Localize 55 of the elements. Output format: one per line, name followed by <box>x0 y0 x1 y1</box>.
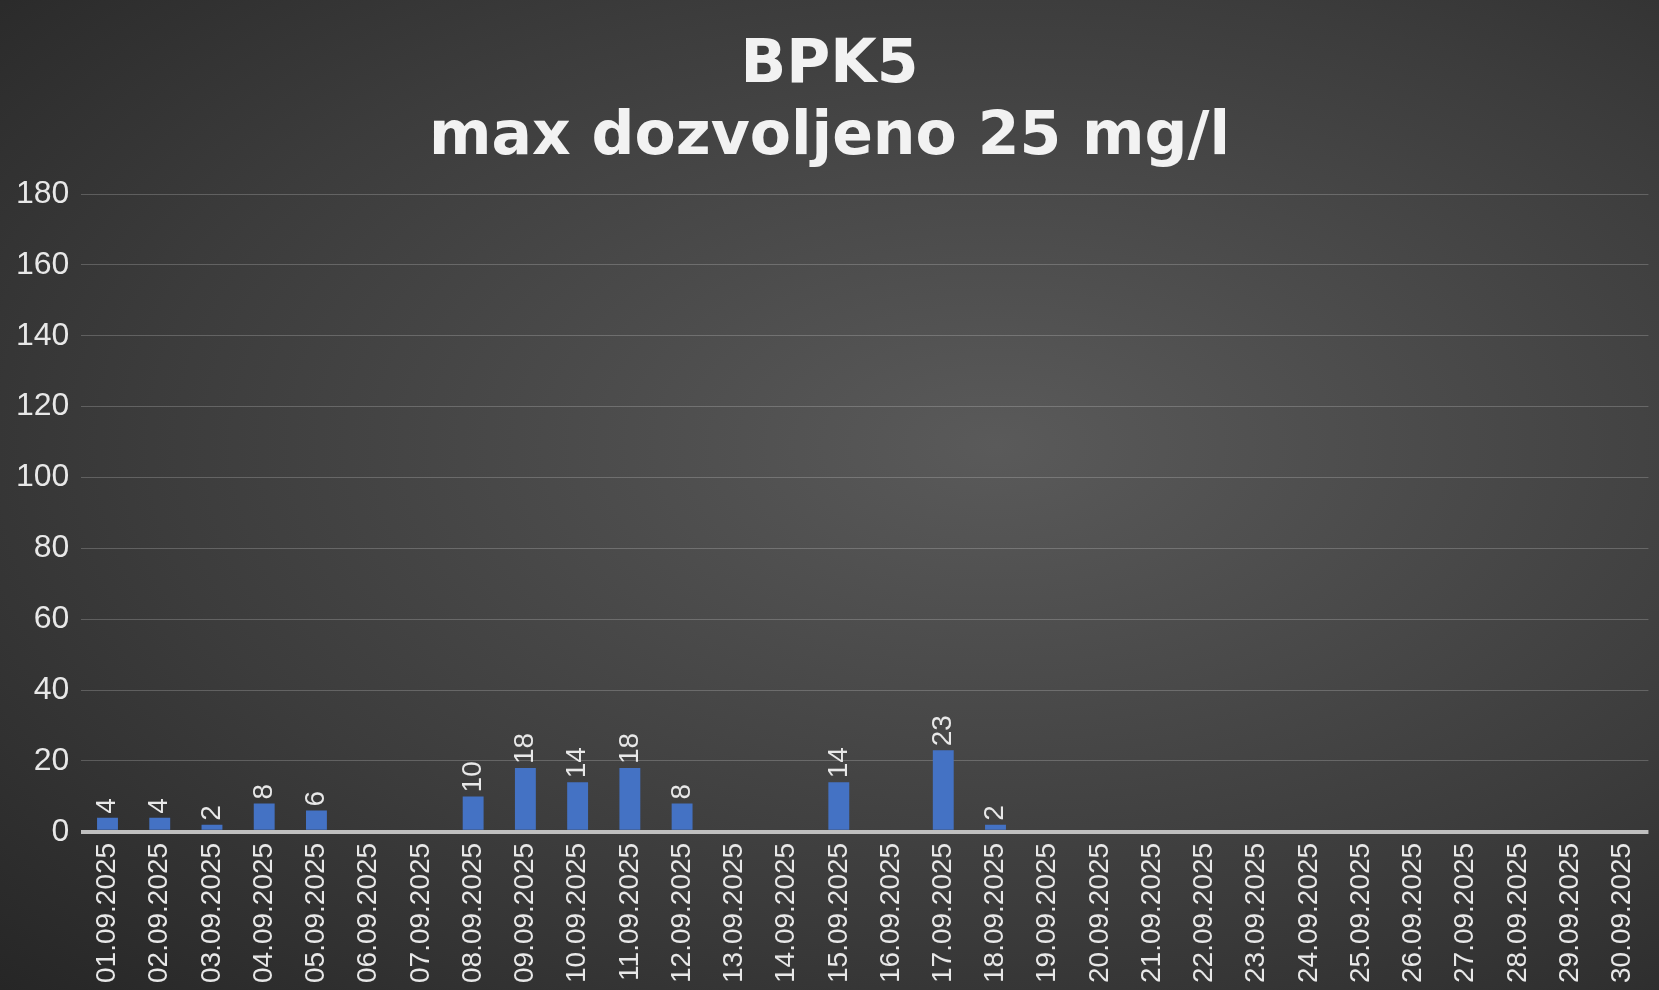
x-tick-label: 29.09.2025 <box>1552 842 1584 983</box>
x-tick-label: 12.09.2025 <box>664 842 696 983</box>
x-tick-label: 01.09.2025 <box>90 842 122 983</box>
x-tick-label: 14.09.2025 <box>769 842 801 983</box>
y-tick-label: 20 <box>33 740 70 777</box>
y-tick-label: 120 <box>16 386 70 423</box>
x-tick-label: 10.09.2025 <box>560 842 592 983</box>
x-tick-label: 16.09.2025 <box>873 842 905 983</box>
y-tick-label: 160 <box>16 244 70 281</box>
data-label: 14 <box>821 747 853 779</box>
y-tick-label: 140 <box>16 315 70 352</box>
x-tick-label: 06.09.2025 <box>351 842 383 983</box>
x-tick-label: 11.09.2025 <box>612 842 644 981</box>
data-label: 4 <box>142 798 174 814</box>
y-tick-label: 40 <box>33 669 70 706</box>
data-label: 4 <box>90 798 122 814</box>
x-tick-label: 24.09.2025 <box>1291 842 1323 983</box>
x-tick-label: 27.09.2025 <box>1448 842 1480 983</box>
data-label: 18 <box>612 732 644 765</box>
y-tick-label: 180 <box>16 173 70 210</box>
x-tick-label: 28.09.2025 <box>1500 842 1532 983</box>
x-tick-label: 25.09.2025 <box>1343 842 1375 983</box>
x-tick-label: 22.09.2025 <box>1187 842 1219 983</box>
data-label: 10 <box>455 761 487 793</box>
data-label: 14 <box>560 747 592 779</box>
x-tick-label: 23.09.2025 <box>1239 842 1271 983</box>
x-tick-label: 04.09.2025 <box>246 842 278 983</box>
x-tick-label: 30.09.2025 <box>1605 842 1637 983</box>
data-label: 8 <box>246 783 278 800</box>
data-label: 18 <box>508 732 540 765</box>
y-tick-label: 80 <box>33 528 70 565</box>
y-tick-label: 60 <box>33 599 70 636</box>
data-label: 2 <box>194 805 226 821</box>
x-tick-label: 19.09.2025 <box>1030 842 1062 983</box>
data-label: 2 <box>978 805 1010 821</box>
chart-title: BPK5 <box>740 25 919 96</box>
x-tick-label: 08.09.2025 <box>455 842 487 983</box>
x-tick-label: 20.09.2025 <box>1082 842 1114 983</box>
data-label: 23 <box>925 715 957 747</box>
x-tick-label: 09.09.2025 <box>508 842 540 983</box>
x-tick-label: 03.09.2025 <box>194 842 226 983</box>
chart-subtitle: max dozvoljeno 25 mg/l <box>428 97 1231 168</box>
y-tick-label: 0 <box>51 811 70 848</box>
data-label: 8 <box>664 783 696 800</box>
x-tick-label: 02.09.2025 <box>142 842 174 983</box>
x-tick-label: 05.09.2025 <box>299 842 331 983</box>
x-tick-label: 17.09.2025 <box>925 842 957 983</box>
x-tick-label: 18.09.2025 <box>978 842 1010 983</box>
x-tick-label: 13.09.2025 <box>717 842 749 983</box>
y-tick-label: 100 <box>16 457 70 494</box>
x-tick-label: 21.09.2025 <box>1134 842 1166 983</box>
x-tick-label: 15.09.2025 <box>821 842 853 983</box>
data-label: 6 <box>299 791 331 807</box>
x-tick-label: 07.09.2025 <box>403 842 435 983</box>
x-tick-label: 26.09.2025 <box>1396 842 1428 983</box>
